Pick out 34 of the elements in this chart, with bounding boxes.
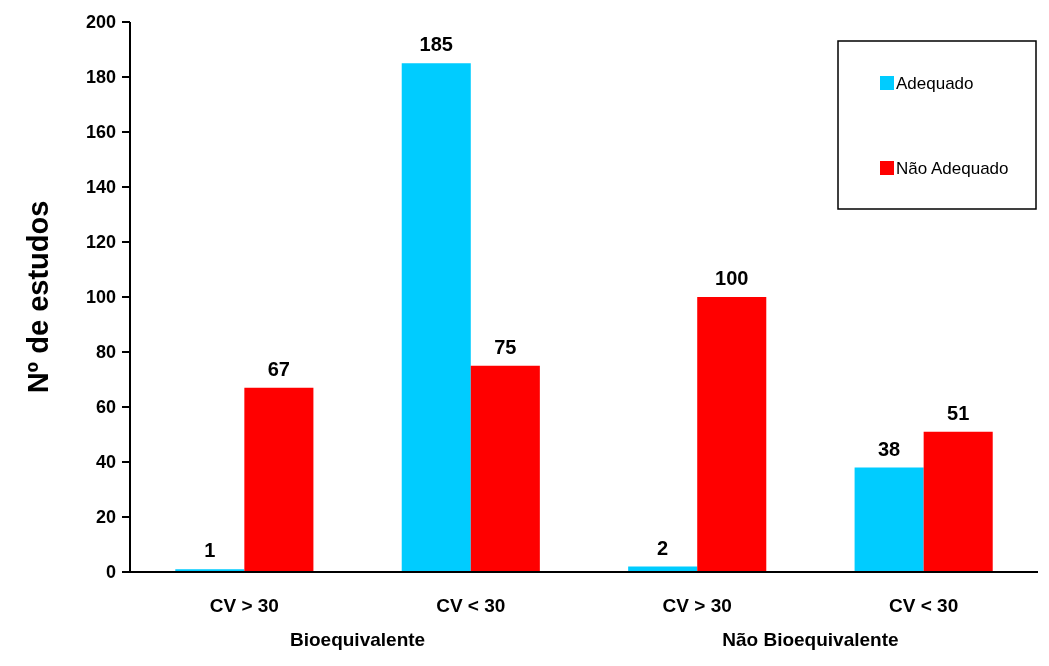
- y-tick-label: 0: [105, 562, 116, 583]
- data-label: 2: [657, 536, 669, 559]
- x-tick-label: CV > 30: [209, 595, 279, 616]
- bar: [854, 467, 924, 572]
- legend-label: Não Adequado: [896, 158, 1009, 178]
- bar: [470, 365, 540, 572]
- x-tick-label: CV < 30: [889, 595, 959, 616]
- data-label: 51: [947, 401, 970, 424]
- bar: [244, 387, 314, 572]
- data-label: 38: [877, 437, 901, 460]
- y-tick-label: 160: [85, 122, 116, 143]
- text: Não Bioequivalente: [722, 629, 899, 650]
- bar: [401, 63, 471, 572]
- x-tick-label: CV < 30: [436, 595, 506, 616]
- legend-label: Adequado: [896, 73, 974, 93]
- y-tick-label: 180: [85, 67, 116, 88]
- data-label: 1: [204, 539, 216, 562]
- text: Bioequivalente: [289, 629, 426, 650]
- data-label: 75: [494, 335, 517, 358]
- bar: [697, 297, 767, 572]
- data-label: 185: [419, 33, 453, 56]
- y-tick-label: 100: [85, 287, 116, 308]
- y-tick-label: 80: [95, 342, 116, 363]
- bar: [923, 431, 993, 572]
- y-tick-label: 140: [85, 177, 116, 198]
- y-tick-label: 40: [95, 452, 116, 473]
- y-tick-label: 60: [95, 397, 116, 418]
- x-tick-label: CV > 30: [662, 595, 732, 616]
- data-label: 100: [715, 267, 749, 289]
- y-tick-label: 120: [85, 232, 116, 253]
- y-tick-label: 200: [85, 12, 116, 33]
- y-axis-title: Nº de estudos: [22, 200, 54, 394]
- y-tick-label: 20: [95, 507, 116, 528]
- data-label: 67: [267, 357, 291, 380]
